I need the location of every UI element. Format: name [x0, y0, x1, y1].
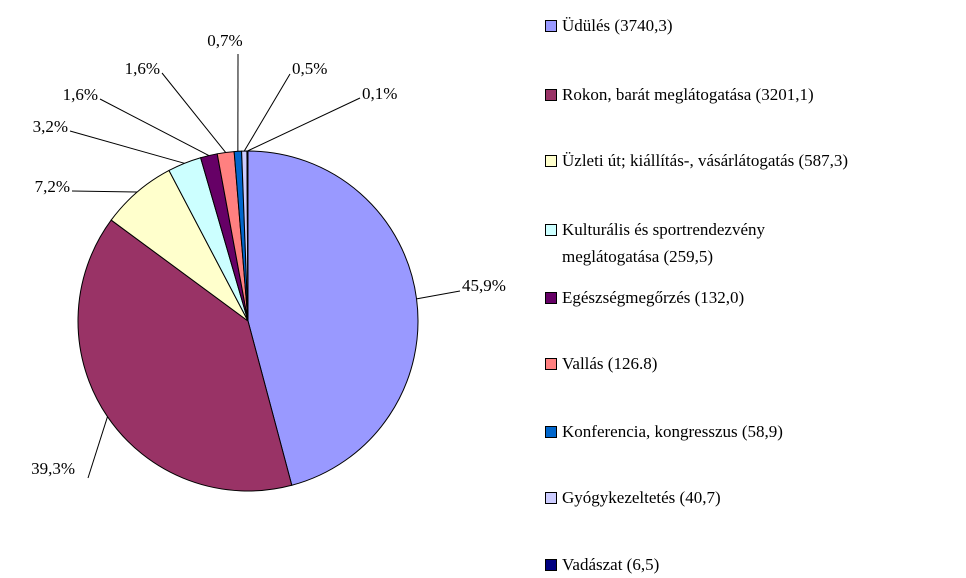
legend-label: Vallás (126.8)	[562, 354, 658, 373]
legend-label: Üzleti út; kiállítás-, vásárlátogatás (5…	[562, 151, 849, 170]
legend-label: Rokon, barát meglátogatása (3201,1)	[562, 85, 814, 104]
data-label: 0,7%	[207, 31, 242, 50]
data-label: 1,6%	[125, 59, 160, 78]
legend-label: Kulturális és sportrendezvény meglátogat…	[562, 220, 765, 266]
leader-line	[71, 190, 138, 193]
legend-item: Gyógykezeltetés (40,7)	[545, 484, 721, 511]
leader-line	[247, 97, 361, 152]
legend-item: Vadászat (6,5)	[545, 551, 659, 578]
legend-swatch	[545, 89, 557, 101]
leader-line	[161, 72, 227, 153]
legend-swatch	[545, 426, 557, 438]
leader-line	[416, 290, 461, 300]
legend-swatch	[545, 358, 557, 370]
legend-item: Egészségmegőrzés (132,0)	[545, 284, 744, 311]
data-label: 0,5%	[292, 59, 327, 78]
legend-item: Rokon, barát meglátogatása (3201,1)	[545, 81, 814, 108]
legend-swatch	[545, 292, 557, 304]
legend-item: Vallás (126.8)	[545, 350, 657, 377]
pie-slice	[77, 219, 293, 492]
data-label: 7,2%	[35, 177, 70, 196]
legend-swatch	[545, 559, 557, 571]
legend: Üdülés (3740,3) Rokon, barát meglátogatás…	[545, 0, 966, 578]
data-label: 39,3%	[31, 459, 75, 478]
legend-swatch	[545, 492, 557, 504]
legend-item: Konferencia, kongresszus (58,9)	[545, 418, 783, 445]
legend-swatch	[545, 20, 557, 32]
legend-label: Konferencia, kongresszus (58,9)	[562, 422, 783, 441]
data-label: 45,9%	[462, 276, 506, 295]
data-label: 0,1%	[362, 84, 397, 103]
legend-label: Üdülés (3740,3)	[562, 16, 673, 35]
legend-item: Üzleti út; kiállítás-, vásárlátogatás (5…	[545, 147, 848, 174]
legend-swatch	[545, 155, 557, 167]
legend-item: Kulturális és sportrendezvény meglátogat…	[545, 216, 765, 270]
leader-line	[69, 130, 185, 164]
legend-swatch	[545, 224, 557, 236]
data-label: 1,6%	[63, 85, 98, 104]
chart: 45,9% 39,3% 7,2% 3,2% 1,6% 1,6% 0,7% 0,5% 0,1%	[31, 31, 506, 492]
legend-label: Gyógykezeltetés (40,7)	[562, 488, 721, 507]
leader-line	[99, 98, 210, 157]
leader-line	[243, 73, 291, 152]
data-label: 3,2%	[33, 117, 68, 136]
leader-line	[87, 416, 108, 479]
legend-label: Vadászat (6,5)	[562, 555, 660, 574]
legend-item: Üdülés (3740,3)	[545, 12, 672, 39]
legend-label: Egészségmegőrzés (132,0)	[562, 288, 745, 307]
